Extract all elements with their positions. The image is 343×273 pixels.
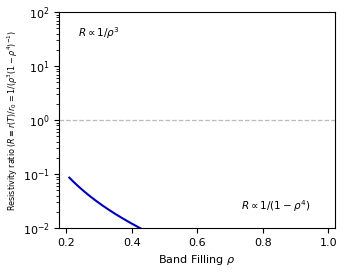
X-axis label: Band Filling $\rho$: Band Filling $\rho$	[158, 253, 236, 268]
Text: $R\propto 1/\rho^3$: $R\propto 1/\rho^3$	[78, 25, 119, 41]
Text: $R\propto 1/(1-\rho^4)$: $R\propto 1/(1-\rho^4)$	[241, 198, 311, 214]
Y-axis label: Resistivity ratio $(R\equiv r(T)/r_0=1/(\rho^3(1-\rho^4)^{-1})$: Resistivity ratio $(R\equiv r(T)/r_0=1/(…	[5, 30, 20, 211]
